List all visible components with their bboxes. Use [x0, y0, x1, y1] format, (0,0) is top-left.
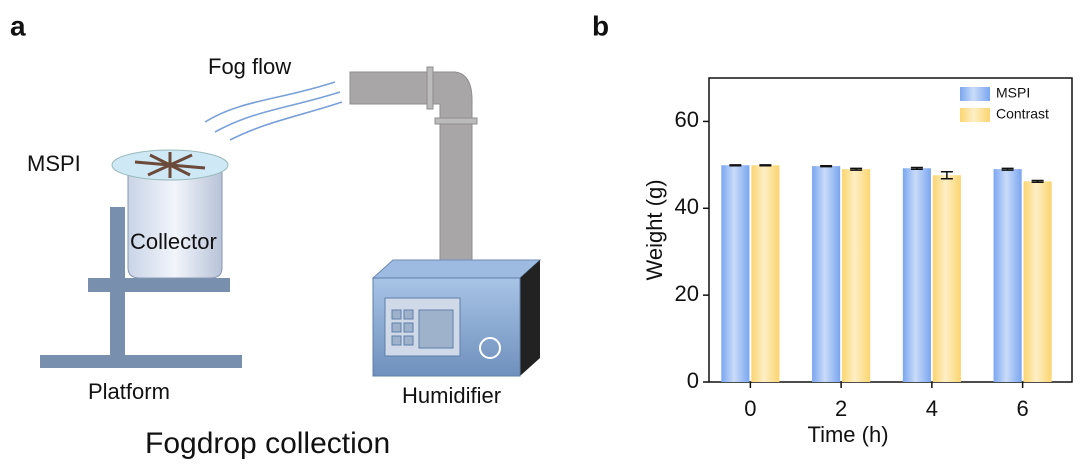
label: Fog flow	[208, 54, 291, 79]
error-bar	[729, 164, 742, 167]
panel-label: a	[10, 10, 26, 41]
legend-label: Contrast	[996, 106, 1049, 122]
y-tick-label: 40	[675, 194, 699, 219]
y-tick-label: 0	[687, 368, 699, 393]
bar-shine	[902, 168, 931, 382]
fog-lines	[204, 81, 343, 141]
plot-frame	[708, 77, 1073, 383]
humidifier-icon	[371, 259, 542, 377]
legend-swatch-shine	[960, 108, 990, 122]
label: MSPI	[27, 151, 81, 176]
x-tick-label: 6	[1017, 396, 1029, 421]
error-bar	[850, 167, 863, 171]
bar-shine	[812, 166, 841, 382]
error-bar	[820, 164, 833, 168]
label: Humidifier	[402, 383, 501, 408]
label: Collector	[130, 229, 217, 254]
error-bar	[940, 171, 953, 180]
error-bar	[759, 164, 772, 167]
bar-shine	[721, 165, 750, 382]
error-bar	[910, 166, 923, 170]
x-tick-label: 4	[926, 396, 938, 421]
bar-shine	[751, 165, 780, 382]
bar-shine	[1023, 181, 1052, 382]
y-tick-label: 20	[675, 281, 699, 306]
bar-shine	[993, 169, 1022, 382]
y-axis-label: Weight (g)	[642, 179, 667, 280]
platform-icon	[40, 207, 242, 368]
legend-label: MSPI	[996, 85, 1030, 101]
pipe	[349, 66, 478, 271]
y-tick-label: 60	[675, 107, 699, 132]
collector-icon	[111, 149, 229, 279]
bar-shine	[842, 169, 871, 382]
x-axis-label: Time (h)	[807, 422, 888, 447]
caption: Fogdrop collection	[145, 427, 390, 460]
error-bar	[1031, 179, 1044, 183]
panel-label: b	[592, 10, 609, 41]
label: Platform	[88, 379, 170, 404]
x-tick-label: 0	[744, 396, 756, 421]
legend-swatch-shine	[960, 87, 990, 101]
error-bar	[1001, 167, 1014, 171]
x-tick-label: 2	[835, 396, 847, 421]
bar-shine	[932, 175, 961, 382]
